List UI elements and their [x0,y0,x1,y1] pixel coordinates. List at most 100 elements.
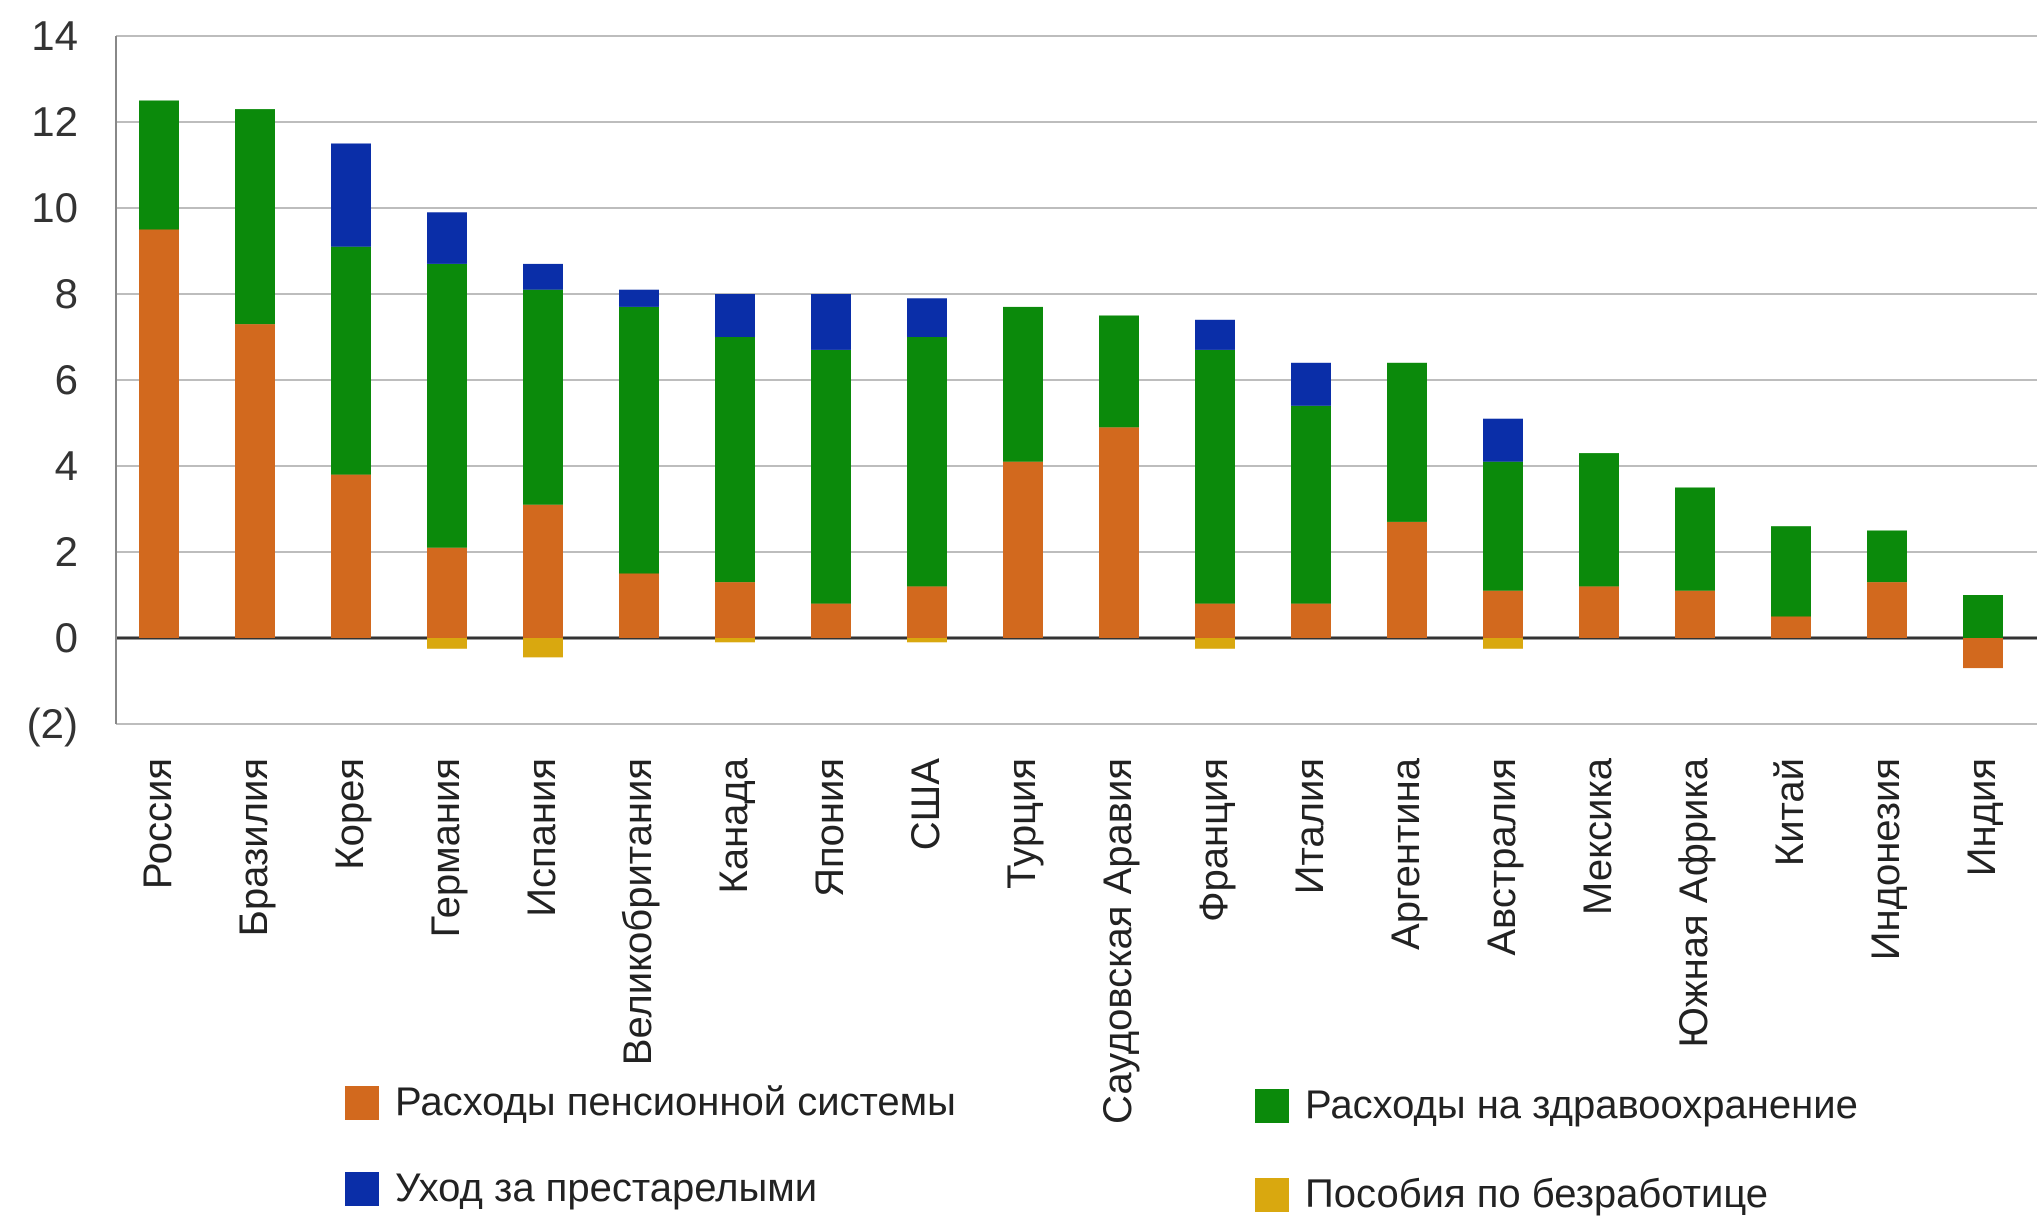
y-tick-label: 6 [55,356,78,403]
bar-segment [1867,530,1907,583]
bar-segment [811,349,851,604]
x-tick-label: Бразилия [232,758,276,936]
y-tick-label: 2 [55,528,78,575]
bar-segment [1195,603,1235,638]
bar-segment [1771,616,1811,638]
x-tick-label: Германия [424,758,468,937]
x-tick-label: Япония [808,758,852,897]
bar-segment [811,603,851,638]
bar-segment [1483,638,1523,649]
bar-segment [427,212,467,264]
bar-segment [1483,461,1523,591]
bar-segment [1963,638,2003,669]
bar-segment [1195,319,1235,350]
bar-segment [523,638,563,658]
bar-segment [139,100,179,230]
bar-segment [1099,315,1139,428]
bar-segment [1771,526,1811,617]
bar-segment [523,504,563,638]
bar-segment [619,306,659,574]
legend-label-pension: Расходы пенсионной системы [395,1080,956,1124]
bar-segment [235,324,275,638]
bar-segment [139,229,179,638]
x-tick-label: Великобритания [616,758,660,1065]
legend-label-health: Расходы на здравоохранение [1305,1083,1858,1127]
bar-segment [1195,349,1235,604]
y-tick-label: 8 [55,270,78,317]
bar-segment [1387,521,1427,638]
x-tick-label: Турция [1000,758,1044,889]
bar-segment [427,638,467,649]
x-tick-label: Канада [712,757,756,893]
bars [139,100,2003,669]
bar-segment [331,474,371,638]
x-tick-label: Россия [136,758,180,889]
bar-segment [1291,603,1331,638]
bar-segment [715,638,755,643]
bar-segment [1291,405,1331,604]
bar-segment [715,294,755,337]
bar-segment [907,337,947,587]
bar-segment [1963,595,2003,638]
bar-segment [619,573,659,638]
bar-segment [427,547,467,638]
legend-swatch-elderly-care [345,1171,379,1206]
legend-item-health: Расходы на здравоохранение [1255,1083,1858,1128]
y-tick-label: 10 [31,184,78,231]
y-tick-label: 12 [31,98,78,145]
x-tick-label: Австралия [1480,758,1524,956]
bar-segment [907,586,947,638]
y-tick-label: (2) [27,700,78,747]
x-tick-label: США [904,758,948,851]
legend-swatch-health [1255,1088,1289,1123]
bar-segment [1003,461,1043,638]
x-tick-label: Аргентина [1384,757,1428,950]
x-tick-label: Испания [520,758,564,917]
gridlines [116,35,2037,725]
x-tick-label: Франция [1192,758,1236,922]
bar-segment [715,337,755,583]
bar-segment [523,263,563,290]
bar-segment [331,246,371,475]
legend-label-unemployment: Пособия по безработице [1305,1172,1769,1216]
bar-segment [1675,487,1715,591]
bar-segment [235,109,275,325]
legend-item-elderly-care: Уход за престарелыми [345,1166,817,1211]
x-tick-label: Индия [1960,758,2004,876]
bar-segment [1483,590,1523,638]
legend-item-unemployment: Пособия по безработице [1255,1172,1768,1217]
bar-segment [331,143,371,247]
x-tick-label: Саудовская Аравия [1096,758,1140,1124]
bar-segment [1291,362,1331,406]
bar-segment [1387,362,1427,522]
y-axis: 14 12 10 8 6 4 2 0 (2) [27,12,117,747]
bar-segment [1483,418,1523,462]
bar-segment [619,289,659,307]
legend-swatch-unemployment [1255,1177,1289,1212]
x-tick-label: Китай [1768,758,1812,866]
bar-segment [523,289,563,505]
bar-segment [1003,306,1043,462]
bar-segment [907,638,947,643]
legend-swatch-pension [345,1085,379,1120]
x-tick-label: Италия [1288,758,1332,894]
bar-segment [1195,638,1235,649]
legend-label-elderly-care: Уход за престарелыми [395,1166,818,1210]
x-tick-label: Корея [328,758,372,870]
x-tick-label: Индонезия [1864,758,1908,960]
x-tick-label: Мексика [1576,757,1620,915]
bar-segment [1579,586,1619,638]
bar-segment [907,298,947,337]
y-tick-label: 0 [55,614,78,661]
bar-segment [1867,582,1907,638]
y-tick-label: 14 [31,12,78,59]
bar-segment [1099,427,1139,638]
bar-segment [427,263,467,548]
legend-item-pension: Расходы пенсионной системы [345,1080,956,1125]
y-tick-label: 4 [55,442,78,489]
bar-segment [715,582,755,638]
x-tick-label: Южная Африка [1672,757,1716,1047]
bar-segment [1579,453,1619,587]
x-axis: Россия Бразилия Корея Германия Испания Велико… [136,757,2004,1124]
